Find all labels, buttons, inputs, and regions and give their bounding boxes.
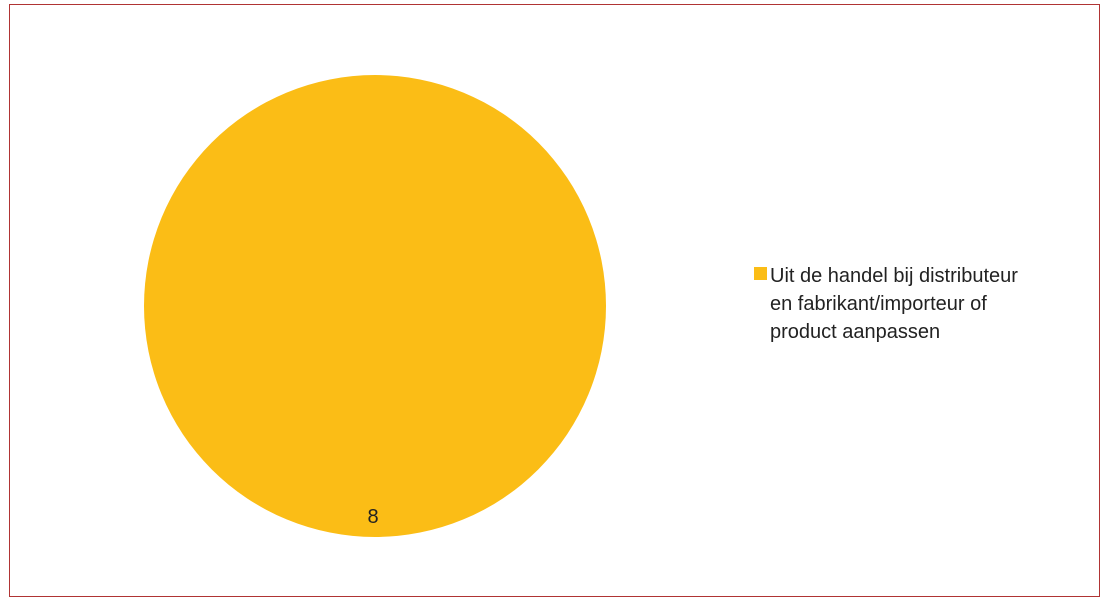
legend-label: Uit de handel bij distributeur en fabrik… bbox=[770, 265, 1018, 343]
pie-slice-value-label: 8 bbox=[367, 506, 378, 528]
legend-swatch bbox=[754, 267, 767, 280]
pie-slice bbox=[144, 75, 606, 537]
legend: Uit de handel bij distributeur en fabrik… bbox=[754, 262, 1094, 346]
legend-entry: Uit de handel bij distributeur en fabrik… bbox=[754, 262, 1094, 346]
